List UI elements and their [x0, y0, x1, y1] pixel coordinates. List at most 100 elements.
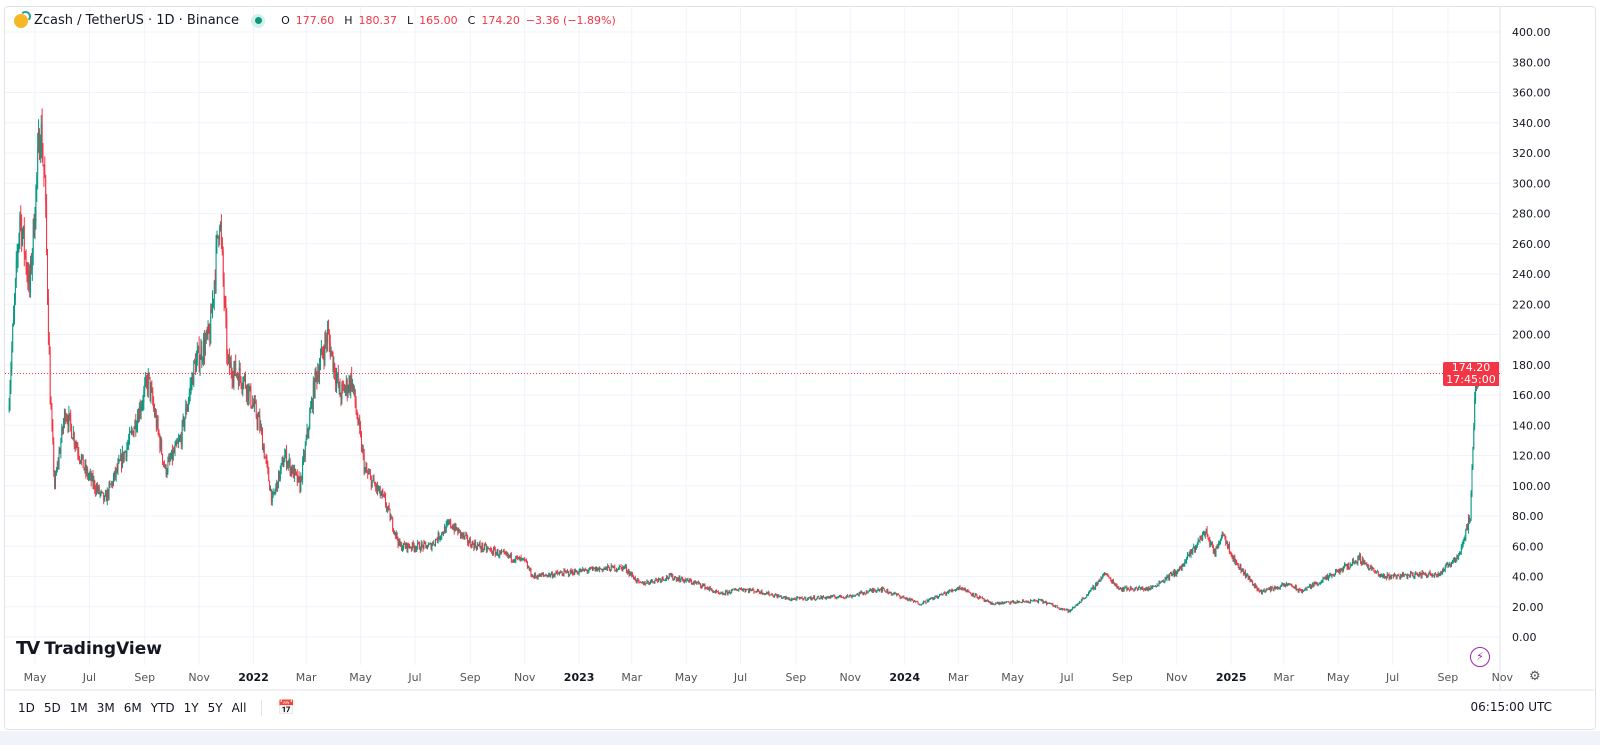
candle-body [1467, 526, 1469, 530]
range-3m[interactable]: 3M [96, 701, 115, 715]
candle-body [1385, 576, 1387, 579]
candle-body [1130, 586, 1132, 589]
calendar-goto-icon[interactable]: 📅 [277, 700, 295, 716]
candle-body [1193, 546, 1195, 549]
candle-body [979, 596, 981, 599]
candle-body [325, 337, 327, 341]
candle-body [636, 578, 638, 582]
bar-countdown: 17:45:00 [1446, 373, 1496, 386]
candle-body [347, 389, 349, 395]
y-tick-label: 160.00 [1512, 389, 1551, 402]
candle-body [960, 588, 962, 590]
candle-body [1089, 590, 1091, 592]
candle-body [1324, 577, 1326, 580]
candle-body [238, 367, 240, 386]
candle-body [671, 574, 673, 577]
candle-body [526, 562, 528, 568]
candle-body [112, 482, 114, 485]
candle-body [870, 589, 872, 591]
candle-body [311, 399, 313, 409]
candle-body [126, 447, 128, 457]
candle-body [14, 298, 15, 314]
candle-body [1383, 574, 1385, 577]
candle-body [17, 248, 19, 257]
candle-body [1200, 535, 1202, 538]
range-1d[interactable]: 1D [18, 701, 35, 715]
candle-body [68, 413, 70, 427]
settings-gear-icon[interactable]: ⚙ [1529, 669, 1541, 684]
x-tick-label: Jul [733, 671, 747, 684]
candle-body [977, 597, 979, 599]
candle-body [376, 484, 378, 489]
candle-body [1475, 386, 1477, 400]
range-5d[interactable]: 5D [43, 701, 61, 715]
candle-body [836, 597, 838, 599]
candle-body [120, 454, 122, 461]
candle-body [283, 462, 285, 467]
candle-body [1258, 589, 1260, 591]
candle-body [546, 575, 548, 577]
candle-body [1250, 580, 1252, 582]
candle-body [553, 574, 555, 576]
range-5y[interactable]: 5Y [207, 701, 223, 715]
candle-body [1207, 536, 1209, 538]
candle-body [1299, 588, 1301, 590]
candle-body [694, 581, 696, 583]
candle-body [558, 573, 560, 575]
symbol-title[interactable]: Zcash / TetherUS · 1D · Binance [34, 13, 240, 28]
timezone-clock[interactable]: 06:15:00 UTC [1470, 700, 1553, 714]
candle-body [344, 386, 345, 393]
y-tick-label: 240.00 [1512, 268, 1551, 281]
candle-body [908, 598, 910, 600]
candle-body [874, 590, 876, 592]
candle-body [875, 590, 877, 592]
candle-body [1024, 601, 1026, 603]
candle-body [105, 493, 106, 497]
candle-body [484, 544, 486, 549]
candle-body [473, 543, 475, 549]
candle-body [1218, 542, 1220, 548]
candle-body [22, 226, 24, 234]
candle-body [513, 560, 515, 562]
candle-body [852, 595, 854, 597]
candle-body [143, 390, 145, 403]
candle-body [1137, 588, 1138, 590]
candle-body [1033, 599, 1035, 601]
candle-body [198, 346, 200, 368]
candle-body [1335, 570, 1337, 572]
candle-body [1421, 571, 1423, 578]
candle-body [950, 590, 952, 592]
candle-body [1022, 600, 1024, 602]
candle-body [734, 589, 736, 591]
candle-body [525, 559, 527, 561]
candle-body [409, 546, 411, 548]
candle-body [381, 491, 383, 495]
range-all[interactable]: All [231, 701, 247, 715]
candle-body [258, 415, 260, 418]
candle-body [86, 468, 88, 473]
lightning-icon[interactable]: ⚡ [1470, 647, 1490, 667]
candle-body [956, 588, 958, 590]
range-6m[interactable]: 6M [123, 701, 142, 715]
candle-body [1261, 590, 1263, 594]
market-open-dot-icon [251, 13, 266, 28]
candle-body [1257, 589, 1259, 590]
candle-body [286, 464, 288, 467]
range-ytd[interactable]: YTD [150, 701, 175, 715]
candle-body [847, 595, 849, 597]
candle-body [213, 281, 215, 300]
candle-body [701, 584, 703, 588]
candle-body [749, 588, 751, 591]
tradingview-logo[interactable]: TV TradingView [16, 638, 162, 659]
range-1m[interactable]: 1M [69, 701, 88, 715]
candle-body [324, 337, 326, 361]
candle-body [389, 509, 391, 520]
candle-body [1214, 549, 1216, 557]
range-1y[interactable]: 1Y [183, 701, 199, 715]
candle-body [1159, 581, 1161, 583]
candle-body [1348, 563, 1350, 568]
symbol-legend: Zcash / TetherUS · 1D · Binance O 177.60 … [14, 10, 616, 28]
candle-body [433, 542, 435, 545]
candle-body [431, 545, 433, 550]
